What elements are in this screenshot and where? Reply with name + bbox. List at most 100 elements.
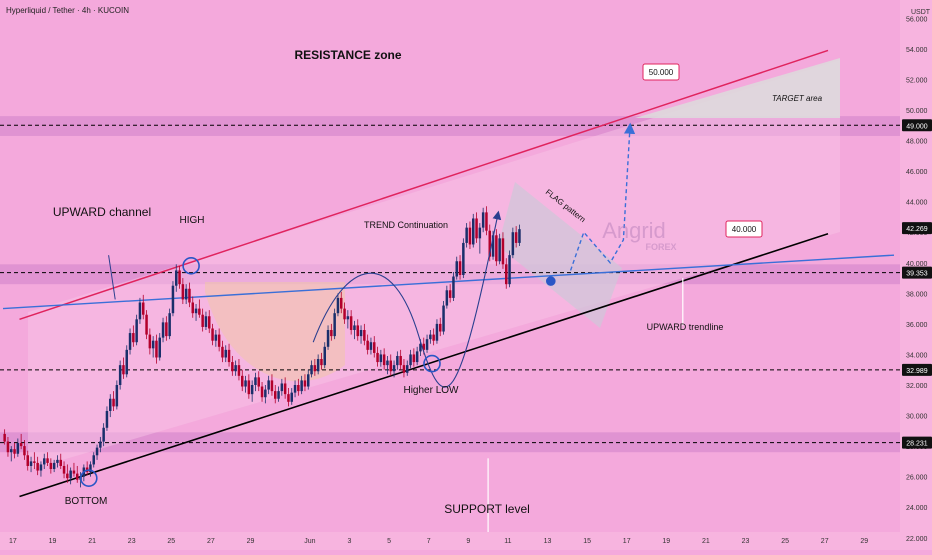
- candle-body: [468, 227, 472, 245]
- candle: [369, 337, 373, 355]
- candle-body: [125, 349, 128, 375]
- target-area-shape: [635, 58, 840, 118]
- watermark-line2: FOREX: [645, 242, 676, 252]
- candle-body: [290, 392, 293, 402]
- cup-shape: [205, 282, 345, 382]
- candle: [69, 467, 72, 485]
- candle-body: [95, 447, 99, 456]
- candle: [264, 385, 267, 404]
- candle-body: [307, 374, 310, 387]
- x-tick-label: 17: [623, 538, 631, 545]
- candle: [458, 255, 462, 280]
- candle-body: [148, 334, 152, 349]
- candle-body: [448, 290, 452, 298]
- candle: [33, 452, 36, 470]
- watermark-line1: Angrid: [602, 218, 666, 243]
- candle: [142, 294, 145, 320]
- candle-body: [353, 325, 356, 330]
- candle: [254, 372, 257, 392]
- candle: [194, 304, 198, 321]
- candle: [191, 296, 194, 318]
- flag-low-circle: [545, 276, 556, 286]
- candle-body: [323, 346, 326, 366]
- candle-body: [155, 340, 158, 358]
- candle-body: [224, 349, 227, 358]
- bottom-label: BOTTOM: [65, 496, 108, 507]
- candle: [475, 212, 478, 243]
- candle: [247, 374, 251, 399]
- channel-pointer: [108, 255, 116, 300]
- flag-pattern-shape: [498, 182, 622, 328]
- candle: [495, 229, 498, 266]
- candle: [481, 207, 485, 233]
- y-tick-label: 54.000: [906, 47, 928, 54]
- y-tick-label: 30.000: [906, 414, 928, 421]
- x-axis: 17 19 21 23 25 27 29 Jun 3 5 7 9 11 13 15 17 19 21 23 25 27 2…: [0, 532, 900, 550]
- candle-body: [142, 302, 145, 315]
- candle-body: [264, 389, 267, 398]
- candle-body: [452, 276, 455, 298]
- candle: [13, 443, 16, 459]
- resistance-line: [19, 49, 829, 321]
- candle: [399, 349, 402, 370]
- candle-body: [488, 230, 491, 257]
- candle: [478, 223, 482, 254]
- x-tick-label: 25: [781, 538, 789, 545]
- candle-body: [508, 255, 511, 285]
- candle-body: [241, 375, 244, 387]
- candle: [46, 452, 49, 466]
- x-tick-label: 17: [9, 538, 17, 545]
- candle: [508, 250, 511, 288]
- candle-body: [333, 313, 336, 337]
- candle-body: [481, 212, 485, 228]
- candle-body: [320, 359, 323, 366]
- candle-body: [69, 470, 72, 479]
- candle-body: [211, 328, 214, 341]
- candle: [23, 440, 26, 460]
- candle-body: [475, 218, 478, 239]
- candle: [429, 330, 432, 344]
- x-axis-bar: [0, 532, 900, 550]
- label-50-box: 50.000: [642, 63, 680, 81]
- candle: [396, 351, 399, 370]
- overlay-layer: [80, 122, 684, 534]
- x-tick-label: 25: [167, 538, 175, 545]
- candle-body: [56, 459, 59, 463]
- candle-body: [33, 461, 36, 463]
- candle-body: [49, 462, 53, 470]
- candle-body: [399, 355, 402, 366]
- candle: [188, 282, 191, 308]
- candle: [211, 323, 214, 346]
- x-tick-label: 21: [702, 538, 710, 545]
- candle-body: [498, 238, 501, 262]
- candle-body: [472, 218, 475, 245]
- label-40-box: 40.000: [725, 220, 763, 238]
- candle: [435, 319, 439, 344]
- candle-body: [13, 449, 16, 454]
- candle: [439, 317, 442, 337]
- candle-body: [283, 383, 287, 395]
- resistance-zone-label: RESISTANCE zone: [294, 48, 401, 62]
- candle: [518, 224, 521, 246]
- candle: [346, 310, 350, 329]
- x-tick-label: 29: [860, 538, 868, 545]
- x-tick-label: 19: [49, 538, 57, 545]
- support-level-label: SUPPORT level: [444, 502, 530, 516]
- candle-body: [99, 441, 102, 448]
- candle-body: [356, 325, 359, 337]
- candle-body: [389, 360, 392, 372]
- candle: [336, 293, 340, 317]
- candle-body: [363, 330, 366, 341]
- candle: [366, 334, 369, 355]
- candle: [148, 328, 152, 355]
- x-tick-label: 27: [207, 538, 215, 545]
- x-tick-label: 5: [387, 538, 391, 545]
- candle-body: [102, 427, 105, 442]
- candle: [145, 310, 148, 340]
- candle-body: [478, 227, 482, 239]
- higher-low-label: Higher LOW: [403, 385, 459, 396]
- candle: [326, 325, 330, 350]
- candle-body: [274, 391, 277, 399]
- candle-body: [303, 380, 307, 387]
